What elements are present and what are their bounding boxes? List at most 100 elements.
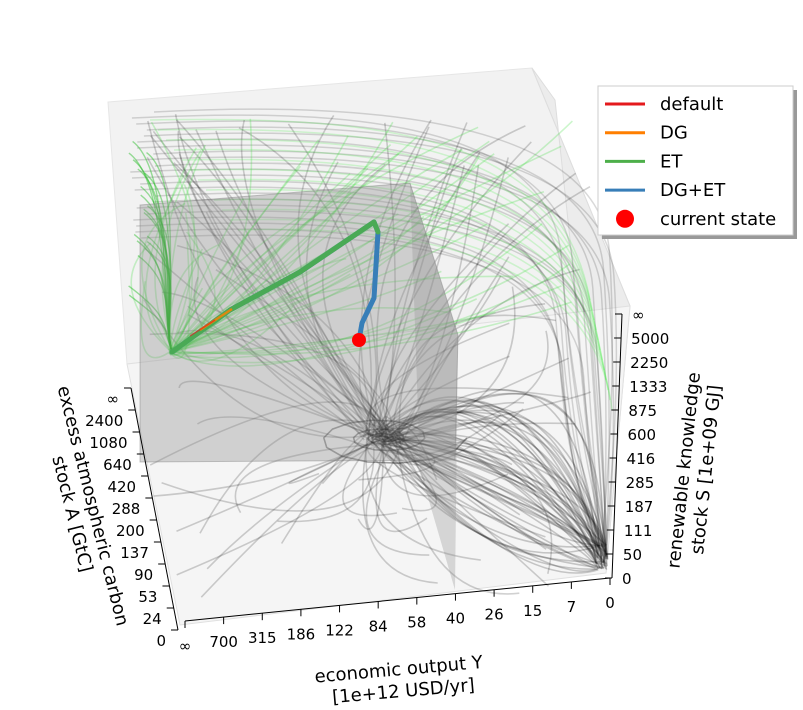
z-tick-label: 1080 [89, 434, 127, 452]
black-stream-line [392, 430, 596, 570]
y-tick-label: 111 [624, 522, 653, 540]
green-stream-line [132, 159, 173, 353]
green-stream-line [167, 144, 206, 355]
black-stream-line [388, 431, 607, 558]
green-stream-line [157, 128, 593, 311]
green-stream-line [144, 172, 173, 353]
green-stream-line [146, 241, 173, 353]
black-stream-line [176, 443, 369, 533]
black-stream-line [277, 447, 375, 523]
black-stream-line [176, 442, 384, 576]
trajectory-lines [169, 219, 381, 355]
green-stream-line [154, 147, 197, 354]
black-stream-line [196, 416, 367, 447]
black-stream-line [130, 168, 606, 566]
green-stream-line [172, 173, 351, 353]
green-stream-line [172, 152, 400, 352]
black-stream-line [390, 410, 600, 549]
green-stream-line [189, 168, 601, 351]
y-tick-label: 5000 [631, 330, 669, 348]
z-tick-label: ∞ [107, 390, 120, 408]
axis-ticks: ∞ 700 315 186 122 84 58 40 26 15 7 0050111187285416… [85, 306, 669, 655]
green-stream-line [171, 305, 294, 362]
black-stream-line [394, 436, 520, 595]
black-stream-line [369, 427, 598, 559]
black-stream-line [178, 153, 367, 436]
black-stream-line [384, 122, 468, 445]
black-stream-line [146, 126, 610, 569]
green-stream-line [229, 218, 611, 401]
black-stream-line [187, 314, 370, 433]
green-stream-line [213, 198, 607, 381]
black-stream-line [381, 122, 396, 431]
black-stream-line [387, 435, 598, 565]
x-axis-line [184, 577, 611, 622]
green-stream-line [133, 233, 173, 353]
black-stream-line [322, 164, 389, 430]
black-stream-line [173, 162, 376, 444]
black-stream-line [381, 444, 604, 570]
black-stream-line [387, 164, 480, 446]
black-stream-line [398, 314, 557, 448]
black-stream-line [149, 401, 386, 466]
legend-label-3: DG+ET [660, 180, 726, 201]
green-stream-line [168, 184, 196, 355]
black-stream-line [364, 141, 532, 431]
black-stream-line [146, 156, 395, 431]
y-tick-label: ∞ [632, 306, 645, 324]
black-stream-line [384, 415, 601, 569]
black-stream-line [378, 439, 603, 564]
green-stream-line [150, 121, 200, 351]
vertical-boundary-plane [139, 182, 459, 463]
green-stream-line [173, 301, 572, 355]
trajectory-default [189, 319, 216, 337]
y-tick-label: 2250 [630, 354, 668, 372]
black-stream-line [389, 433, 550, 587]
black-stream-line [143, 247, 385, 448]
x-tick-label: 40 [446, 610, 465, 628]
black-stream-line [377, 330, 549, 444]
black-stream-line [136, 222, 605, 563]
green-stream-line [140, 185, 173, 353]
green-stream-line [128, 294, 173, 353]
black-stream-line [388, 411, 607, 547]
black-stream-line [370, 399, 608, 570]
black-stream-line [381, 416, 426, 482]
black-stream-line [371, 434, 601, 568]
black-stream-line [396, 157, 509, 432]
black-stream-line [400, 256, 510, 446]
black-stream-line [381, 409, 604, 548]
black-stream-line [368, 404, 598, 552]
green-stream-line [171, 155, 481, 352]
green-stream-line [132, 140, 173, 353]
green-stream-line [169, 263, 570, 354]
green-stream-line [172, 153, 495, 351]
black-stream-line [288, 438, 382, 485]
black-stream-line [376, 396, 603, 558]
x-tick-label: 84 [369, 617, 388, 635]
black-stream-line [375, 411, 602, 562]
black-stream-line [390, 437, 599, 559]
black-stream-line [383, 286, 516, 440]
black-stream-line [378, 408, 604, 568]
black-stream-line [379, 434, 603, 554]
green-stream-line [237, 228, 613, 411]
black-stream-line [149, 332, 381, 440]
black-stream-line [391, 431, 598, 567]
black-stream-line [375, 438, 608, 556]
black-stream-line [370, 439, 607, 556]
x-tick-label: 26 [485, 606, 504, 624]
green-stream-line [170, 203, 447, 352]
green-stream-line [168, 287, 204, 351]
green-stream-line [169, 285, 562, 364]
black-stream-line [153, 439, 378, 497]
black-stream-line [398, 422, 576, 444]
black-stream-line [357, 436, 385, 530]
x-tick-label: 7 [567, 598, 577, 616]
black-stream-line [137, 144, 607, 557]
black-stream-line [178, 136, 385, 434]
black-stream-line [137, 138, 608, 566]
black-stream-line [389, 424, 438, 481]
green-stream-line [137, 168, 173, 353]
